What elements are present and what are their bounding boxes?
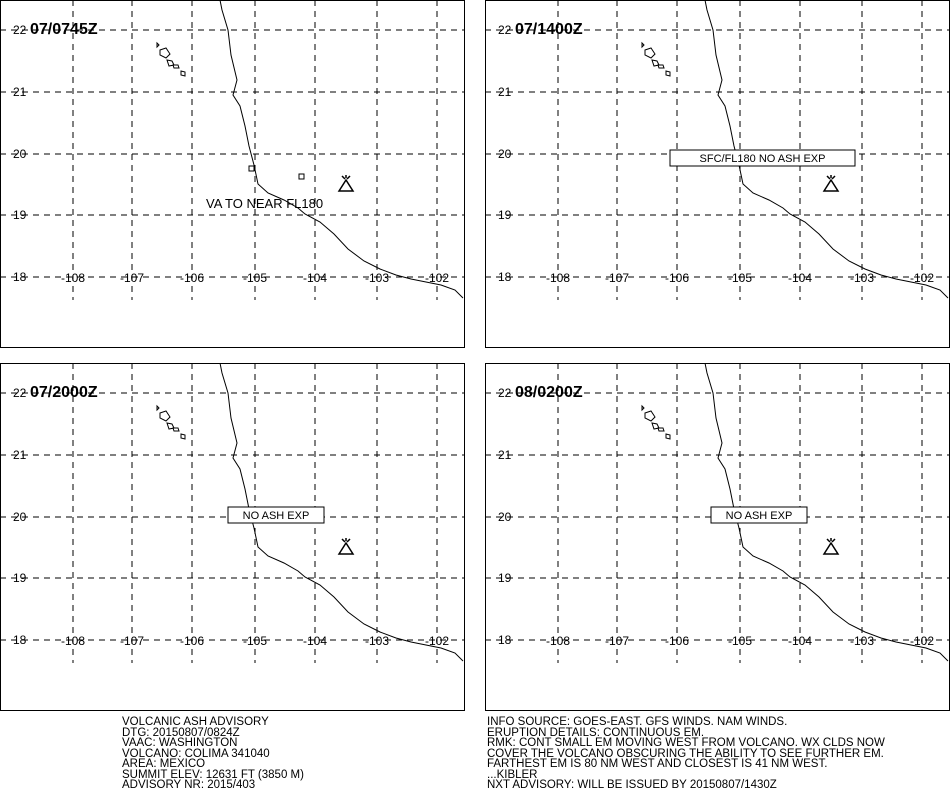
lon-label: -102 [425,271,449,285]
map-panel: 22 21 20 19 18 -108 -107 -106 -105 -104 -103 -102 07… [0,363,465,711]
advisory-line: VOLCANIC ASH ADVISORY [122,716,269,728]
advisory-line: INFO SOURCE: GOES-EAST. GFS WINDS. NAM W… [487,716,788,728]
lon-label: -106 [665,271,689,285]
map-panel: 22 21 20 19 18 -108 -107 -106 -105 -104 -103 -102 07… [0,0,465,348]
annotation: NO ASH EXP [243,510,310,522]
lat-label: 19 [13,208,27,222]
lon-label: -108 [546,271,570,285]
lon-label: -105 [243,634,267,648]
annotation: VA TO NEAR FL180 [206,196,323,211]
coastline [219,363,464,662]
coastline [704,363,949,662]
lon-label: -107 [605,634,629,648]
lon-label: -107 [605,271,629,285]
map-panel: 22 21 20 19 18 -108 -107 -106 -105 -104 -103 -102 07… [485,0,950,348]
lon-label: -108 [61,271,85,285]
panel-time: 07/0745Z [30,21,98,38]
advisory-line: VOLCANO: COLIMA 341040 [122,747,270,760]
advisory-line: ADVISORY NR: 2015/403 [122,779,256,791]
annotation-box [710,506,808,524]
advisory-info-right: INFO SOURCE: GOES-EAST. GFS WINDS. NAM W… [487,717,885,791]
lon-label: -106 [180,271,204,285]
lon-label: -105 [243,271,267,285]
volcano-symbol [822,175,840,192]
panel-time: 07/1400Z [515,21,583,38]
lon-label: -102 [910,634,934,648]
islands [641,41,671,77]
lon-label: -103 [850,271,874,285]
advisory-line: ERUPTION DETAILS: CONTINUOUS EM. [487,726,705,739]
lat-label: 18 [498,633,512,647]
coastline [219,0,464,299]
lon-label: -103 [850,634,874,648]
lat-label: 19 [13,571,27,585]
advisory-line: VAAC: WASHINGTON [122,737,238,749]
lat-label: 20 [498,510,512,524]
lon-label: -106 [180,634,204,648]
lon-label: -106 [665,634,689,648]
lat-label: 20 [498,147,512,161]
map-panel: 22 21 20 19 18 -108 -107 -106 -105 -104 -103 -102 08… [485,363,950,711]
lon-label: -107 [120,634,144,648]
coastline [704,0,949,299]
panel-border [485,0,950,348]
lon-label: -103 [365,634,389,648]
lat-label: 22 [498,386,512,400]
advisory-line: NXT ADVISORY: WILL BE ISSUED BY 20150807… [487,779,777,791]
lon-label: -108 [546,634,570,648]
lon-label: -105 [728,634,752,648]
lat-label: 21 [13,448,27,462]
ash-marker [298,173,305,180]
lon-label: -104 [788,271,812,285]
lon-label: -103 [365,271,389,285]
panel-border [0,0,465,348]
lat-label: 21 [13,85,27,99]
lat-label: 18 [13,270,27,284]
islands [156,404,186,440]
advisory-line: ...KIBLER [487,768,538,781]
annotation: NO ASH EXP [726,510,793,522]
lat-label: 18 [13,633,27,647]
annotation-box [227,506,325,524]
lat-label: 20 [13,147,27,161]
lon-label: -104 [788,634,812,648]
lat-label: 22 [13,23,27,37]
lat-label: 22 [13,386,27,400]
lon-label: -102 [425,634,449,648]
advisory-line: AREA: MEXICO [122,758,206,770]
advisory-line: FARTHEST EM IS 80 NM WEST AND CLOSEST IS… [487,758,828,770]
advisory-line: COVER THE VOLCANO OBSCURING THE ABILITY … [487,747,884,760]
panel-time: 08/0200Z [515,384,583,401]
annotation: SFC/FL180 NO ASH EXP [700,153,826,165]
advisory-info-left: VOLCANIC ASH ADVISORY DTG: 20150807/0824Z… [122,717,304,791]
lat-label: 18 [498,270,512,284]
advisory-line: SUMMIT ELEV: 12631 FT (3850 M) [122,768,304,781]
volcano-symbol [822,538,840,555]
lat-label: 21 [498,85,512,99]
volcano-symbol [337,175,355,192]
islands [156,41,186,77]
lat-label: 19 [498,208,512,222]
lon-label: -107 [120,271,144,285]
lat-label: 21 [498,448,512,462]
lat-label: 19 [498,571,512,585]
panel-border [0,363,465,711]
lon-label: -102 [910,271,934,285]
lon-label: -104 [303,634,327,648]
lat-label: 20 [13,510,27,524]
panel-border [485,363,950,711]
islands [641,404,671,440]
lat-label: 22 [498,23,512,37]
advisory-line: RMK: CONT SMALL EM MOVING WEST FROM VOLC… [487,737,885,749]
panel-time: 07/2000Z [30,384,98,401]
lon-label: -104 [303,271,327,285]
ash-marker [248,165,255,172]
annotation-box [669,149,856,167]
advisory-line: DTG: 20150807/0824Z [122,726,240,739]
lon-label: -108 [61,634,85,648]
lon-label: -105 [728,271,752,285]
volcano-symbol [337,538,355,555]
